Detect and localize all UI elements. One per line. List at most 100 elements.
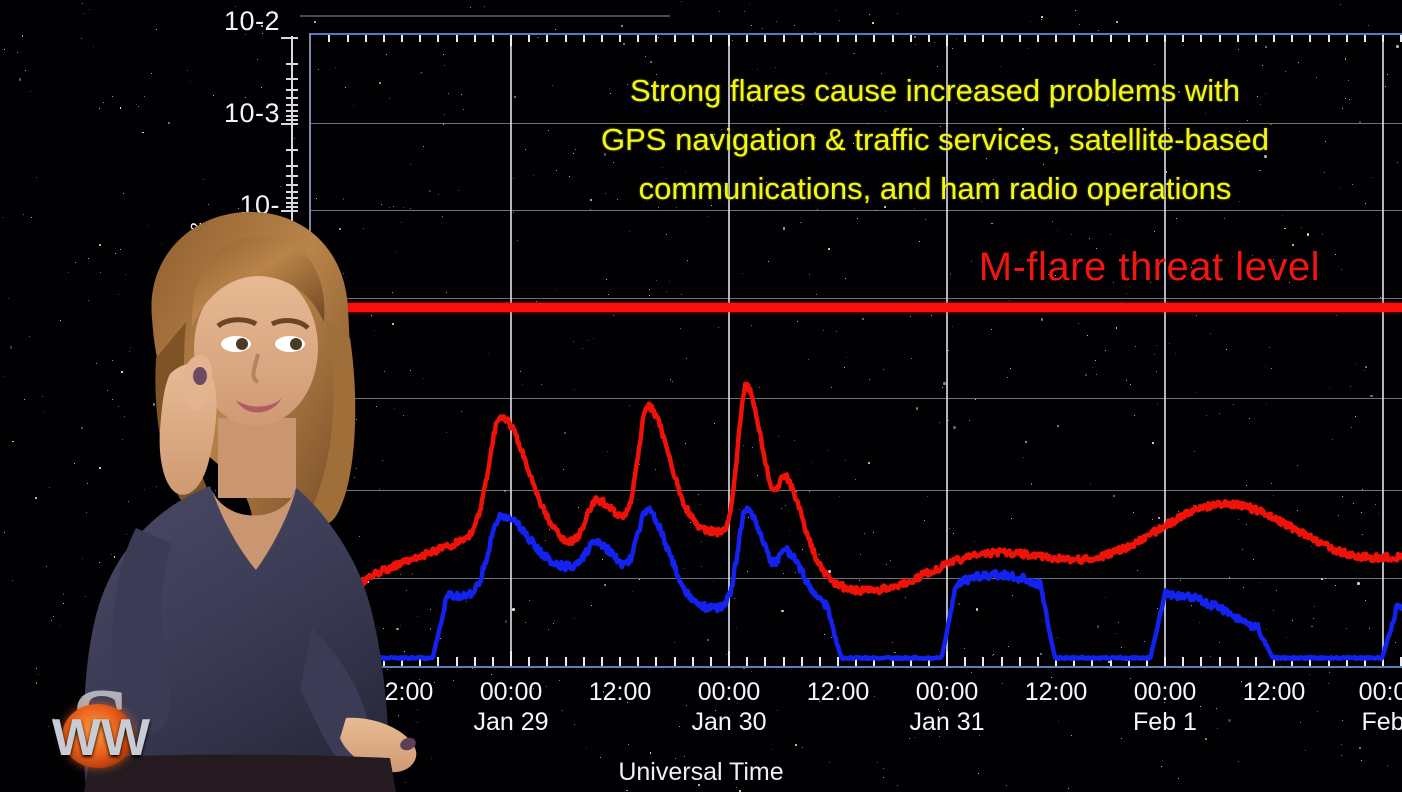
tick-top bbox=[528, 33, 531, 42]
x-axis-title: Universal Time bbox=[618, 758, 784, 786]
tick-top bbox=[1218, 33, 1221, 42]
tick-top bbox=[510, 33, 512, 46]
tick-bottom bbox=[1273, 657, 1275, 666]
tick-bottom bbox=[382, 657, 385, 666]
tick-top bbox=[1382, 33, 1384, 42]
x-tick-time-9: 00:0 bbox=[1358, 678, 1402, 706]
callout-text: Strong flares cause increased problems w… bbox=[540, 66, 1330, 213]
gridline-h-3 bbox=[309, 298, 1402, 299]
tick-bottom bbox=[455, 657, 458, 666]
tick-bottom bbox=[1400, 657, 1402, 666]
tick-bottom bbox=[891, 657, 894, 666]
logo-ww-letters: WW bbox=[51, 709, 151, 767]
y-minor-tick bbox=[286, 164, 298, 167]
y-minor-tick bbox=[286, 109, 298, 112]
logo-sun-icon bbox=[62, 704, 134, 768]
tick-bottom bbox=[1036, 657, 1039, 666]
gridline-v-day-0 bbox=[510, 33, 512, 668]
y-major-tick bbox=[281, 123, 298, 125]
tick-bottom bbox=[1382, 657, 1384, 666]
presenter-skirt bbox=[84, 754, 396, 792]
channel-logo[interactable]: S WW bbox=[18, 673, 184, 784]
tick-bottom bbox=[691, 657, 694, 666]
callout-line-2: GPS navigation & traffic services, satel… bbox=[601, 122, 1269, 157]
tick-top bbox=[1309, 33, 1312, 42]
tick-bottom bbox=[728, 651, 730, 666]
plot-border-top bbox=[309, 33, 1402, 35]
gridline-v-day-2 bbox=[946, 33, 948, 668]
m-flare-threat-label: M-flare threat level bbox=[978, 245, 1320, 289]
tick-top bbox=[564, 33, 567, 42]
tick-top bbox=[982, 33, 985, 42]
tick-bottom bbox=[873, 657, 876, 666]
tick-top bbox=[764, 33, 767, 42]
xray-short-trace bbox=[309, 505, 1402, 662]
tick-top bbox=[491, 33, 494, 42]
y-minor-tick bbox=[286, 97, 298, 100]
tick-top bbox=[1036, 33, 1039, 42]
tick-bottom bbox=[637, 657, 640, 666]
gridline-v-day-1 bbox=[728, 33, 730, 668]
gridline-v-day-3 bbox=[1164, 33, 1166, 668]
x-tick-date-5: Jan 31 bbox=[909, 708, 985, 736]
tick-top bbox=[746, 33, 749, 42]
x-tick-time-1: 00:00 bbox=[479, 678, 543, 706]
y-tick-label-2: 10-3 bbox=[223, 98, 280, 128]
x-tick-time-7: 00:00 bbox=[1133, 678, 1197, 706]
tick-bottom bbox=[1018, 657, 1021, 666]
y-minor-tick bbox=[286, 190, 298, 193]
tick-bottom bbox=[473, 657, 476, 666]
tick-top bbox=[1200, 33, 1203, 42]
tick-top bbox=[873, 33, 876, 42]
tick-bottom bbox=[764, 657, 767, 666]
tick-bottom bbox=[946, 651, 948, 666]
tick-top bbox=[1363, 33, 1366, 42]
plot-border-bottom bbox=[309, 666, 1402, 668]
tick-bottom bbox=[1345, 657, 1348, 666]
gridline-v-day-4 bbox=[1382, 33, 1384, 668]
gridline-h-1 bbox=[309, 123, 1402, 124]
tick-bottom bbox=[1218, 657, 1221, 666]
x-tick-date-7: Feb 1 bbox=[1133, 708, 1197, 736]
tick-top bbox=[546, 33, 549, 42]
y-minor-tick bbox=[286, 114, 298, 117]
tick-top bbox=[455, 33, 458, 42]
tick-bottom bbox=[855, 657, 858, 666]
tick-bottom bbox=[1254, 657, 1257, 666]
presenter-pupil-right bbox=[290, 338, 302, 350]
tick-bottom bbox=[673, 657, 676, 666]
callout-line-3: communications, and ham radio operations bbox=[638, 171, 1232, 206]
tick-bottom bbox=[419, 657, 422, 666]
tick-top bbox=[1055, 33, 1057, 42]
tick-bottom bbox=[1000, 657, 1003, 666]
tick-top bbox=[909, 33, 912, 42]
tick-top bbox=[855, 33, 858, 42]
xray-flux-chart bbox=[309, 33, 1402, 668]
gridline-h-2 bbox=[309, 210, 1402, 211]
tick-top bbox=[1164, 33, 1166, 42]
gridline-h-6 bbox=[309, 578, 1402, 579]
y-minor-tick bbox=[286, 62, 298, 65]
tick-top bbox=[600, 33, 603, 42]
tick-bottom bbox=[510, 651, 512, 666]
x-tick-date-1: Jan 29 bbox=[473, 708, 549, 736]
y-major-tick bbox=[281, 37, 298, 39]
tick-top bbox=[691, 33, 694, 42]
tick-bottom bbox=[1055, 657, 1057, 666]
tick-top bbox=[1018, 33, 1021, 42]
tick-top bbox=[728, 33, 730, 46]
flux-trace-svg bbox=[309, 381, 1402, 662]
x-tick-time-8: 12:00 bbox=[1242, 678, 1306, 706]
tick-bottom bbox=[746, 657, 749, 666]
tick-top bbox=[1236, 33, 1239, 42]
tick-bottom bbox=[1127, 657, 1130, 666]
y-minor-tick bbox=[286, 201, 298, 204]
tick-bottom bbox=[1145, 657, 1148, 666]
callout-line-1: Strong flares cause increased problems w… bbox=[630, 73, 1240, 108]
tick-bottom bbox=[837, 657, 839, 666]
y-minor-tick bbox=[286, 196, 298, 199]
tick-top bbox=[401, 33, 403, 42]
y-major-tick bbox=[281, 210, 298, 212]
tick-top bbox=[328, 33, 331, 42]
